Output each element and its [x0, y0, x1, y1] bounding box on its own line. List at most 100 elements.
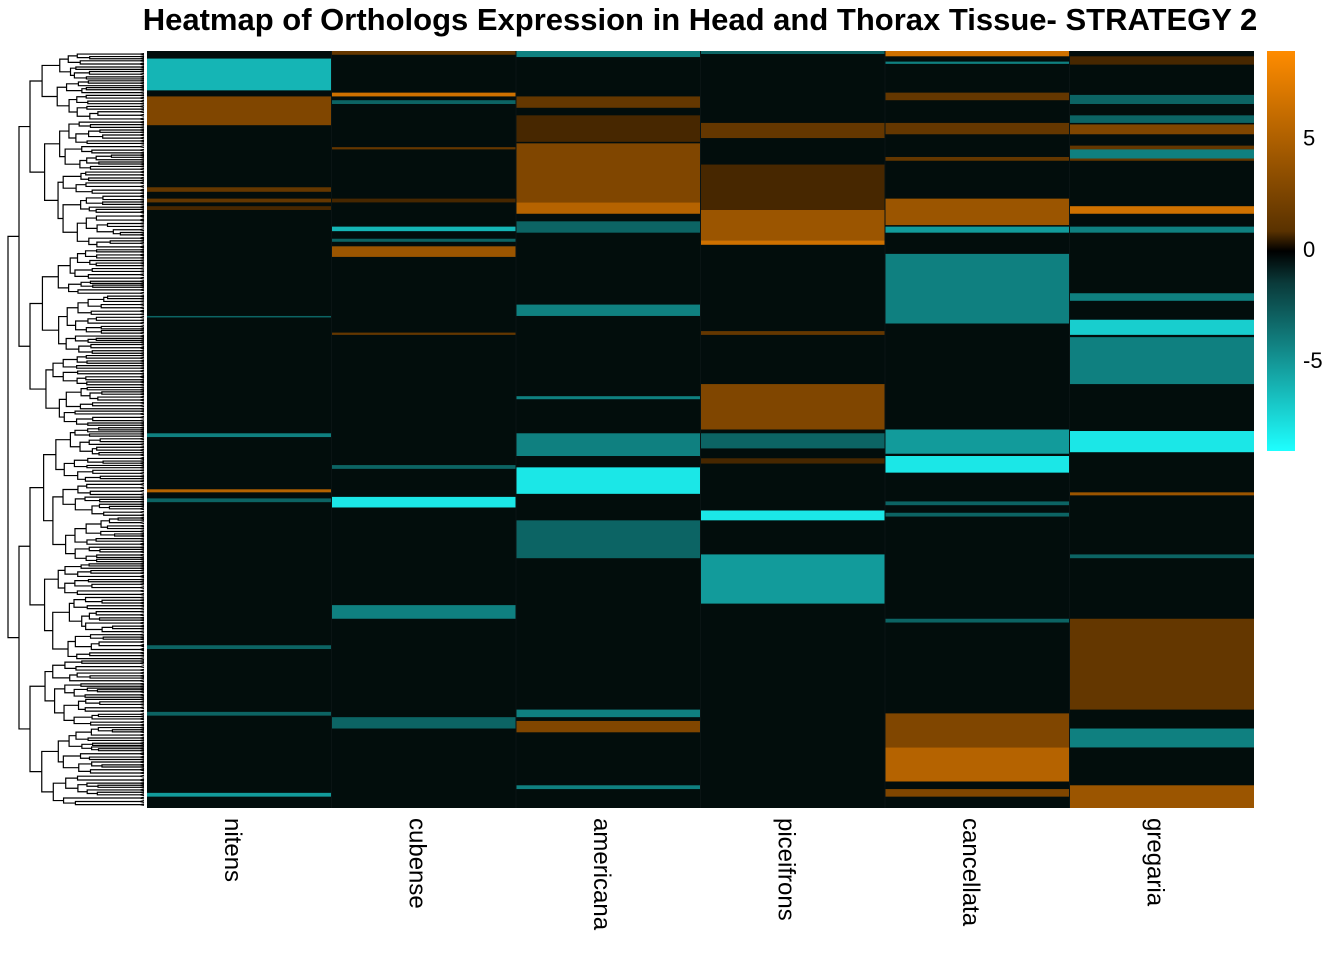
heatmap-cell-nitens	[147, 645, 332, 650]
dendrogram-branches	[7, 52, 145, 806]
heatmap-cell-cancellata	[885, 156, 1070, 161]
heatmap-cell-cancellata	[885, 789, 1070, 797]
heatmap-cell-cancellata	[885, 618, 1070, 623]
heatmap-cell-americana	[516, 709, 701, 718]
heatmap-cell-gregaria	[1069, 226, 1254, 233]
heatmap-cell-cancellata	[885, 61, 1070, 64]
heatmap-cell-gregaria	[1069, 206, 1254, 214]
heatmap-cell-gregaria	[1069, 293, 1254, 301]
heatmap-cell-cubense	[331, 717, 516, 729]
heatmap-cell-cancellata	[885, 122, 1070, 135]
heatmap-cell-gregaria	[1069, 94, 1254, 104]
column-label-americana: americana	[588, 818, 615, 931]
heatmap-cell-nitens	[147, 433, 332, 438]
heatmap-cell-americana	[516, 304, 701, 316]
heatmap-cell-cubense	[331, 465, 516, 469]
heatmap-cell-cancellata	[885, 198, 1070, 226]
heatmap-cell-cubense	[331, 51, 516, 55]
heatmap-cell-piceifrons	[700, 331, 885, 335]
legend-tick-label: 5	[1303, 126, 1315, 151]
heatmap-cell-americana	[516, 785, 701, 790]
heatmap-cell-gregaria	[1069, 319, 1254, 335]
legend-tick-label: 0	[1303, 237, 1315, 262]
heatmap-cell-piceifrons	[700, 51, 885, 55]
heatmap-cell-piceifrons	[700, 384, 885, 430]
column-label-gregaria: gregaria	[1141, 818, 1168, 907]
heatmap-cell-gregaria	[1069, 492, 1254, 496]
heatmap-cell-nitens	[147, 96, 332, 126]
heatmap-cell-cancellata	[885, 747, 1070, 782]
heatmap-cell-piceifrons	[700, 209, 885, 241]
heatmap-cell-americana	[516, 51, 701, 58]
heatmap-cell-americana	[516, 396, 701, 400]
heatmap-cell-nitens	[147, 489, 332, 493]
heatmap-cell-piceifrons	[700, 554, 885, 604]
heatmap-cell-piceifrons	[700, 510, 885, 521]
heatmap-cell-cubense	[331, 100, 516, 104]
heatmap-cell-piceifrons	[700, 433, 885, 449]
heatmap-cell-cubense	[331, 238, 516, 242]
heatmap-cell-americana	[516, 202, 701, 214]
heatmap-cells	[147, 51, 1254, 808]
heatmap-cell-gregaria	[1069, 785, 1254, 808]
column-label-piceifrons: piceifrons	[772, 818, 799, 921]
heatmap-cell-cancellata	[885, 253, 1070, 324]
heatmap-cell-americana	[516, 221, 701, 233]
color-legend-bar	[1267, 51, 1295, 451]
heatmap-cell-cancellata	[885, 226, 1070, 233]
heatmap-cell-cancellata	[885, 92, 1070, 101]
color-legend: 5 0 -5	[1267, 51, 1323, 451]
column-label-cubense: cubense	[403, 818, 430, 909]
heatmap-cell-piceifrons	[700, 458, 885, 464]
heatmap-cell-americana	[516, 96, 701, 108]
heatmap-cell-nitens	[147, 498, 332, 503]
heatmap-cell-cancellata	[885, 512, 1070, 517]
heatmap-cell-cubense	[331, 496, 516, 508]
heatmap-cell-nitens	[147, 58, 332, 91]
heatmap-cell-americana	[516, 433, 701, 456]
heatmap-cell-cubense	[331, 332, 516, 335]
heatmap-cell-cancellata	[885, 713, 1070, 748]
heatmap-cell-gregaria	[1069, 149, 1254, 159]
heatmap-cell-gregaria	[1069, 337, 1254, 385]
heatmap-cell-piceifrons	[700, 164, 885, 210]
heatmap-cell-cancellata	[885, 51, 1070, 57]
row-dendrogram	[7, 52, 145, 806]
heatmap-cell-cubense	[331, 92, 516, 97]
legend-tick-label: -5	[1303, 348, 1323, 373]
heatmap-cell-americana	[516, 720, 701, 733]
heatmap-cell-piceifrons	[700, 122, 885, 139]
heatmap-cell-cubense	[331, 246, 516, 257]
color-legend-ticks: 5 0 -5	[1303, 126, 1323, 373]
heatmap-cell-nitens	[147, 198, 332, 203]
heatmap-cell-cancellata	[885, 429, 1070, 454]
heatmap-cell-cubense	[331, 226, 516, 232]
column-label-cancellata: cancellata	[957, 818, 984, 927]
heatmap-cell-nitens	[147, 792, 332, 797]
heatmap-cell-gregaria	[1069, 618, 1254, 710]
heatmap-cell-gregaria	[1069, 115, 1254, 123]
column-label-nitens: nitens	[219, 818, 246, 882]
chart-title: Heatmap of Orthologs Expression in Head …	[142, 2, 1258, 37]
heatmap-cell-gregaria	[1069, 554, 1254, 559]
heatmap-cell-nitens	[147, 206, 332, 210]
heatmap-cell-cancellata	[885, 455, 1070, 473]
heatmap-cell-gregaria	[1069, 431, 1254, 453]
heatmap-cell-cubense	[331, 605, 516, 619]
heatmap-cell-gregaria	[1069, 124, 1254, 135]
heatmap-cell-americana	[516, 467, 701, 494]
heatmap-cell-nitens	[147, 315, 332, 318]
heatmap-cell-nitens	[147, 187, 332, 192]
heatmap-cell-americana	[516, 143, 701, 203]
heatmap-cell-americana	[516, 520, 701, 559]
heatmap-cell-gregaria	[1069, 728, 1254, 748]
heatmap-cell-cubense	[331, 147, 516, 150]
heatmap-cell-cancellata	[885, 501, 1070, 506]
heatmap-cell-nitens	[147, 711, 332, 716]
heatmap-cell-americana	[516, 115, 701, 142]
heatmap-cell-piceifrons	[700, 240, 885, 245]
heatmap-cell-gregaria	[1069, 56, 1254, 65]
column-labels: nitens cubense americana piceifrons cancella…	[219, 818, 1169, 931]
heatmap-cell-cubense	[331, 198, 516, 203]
